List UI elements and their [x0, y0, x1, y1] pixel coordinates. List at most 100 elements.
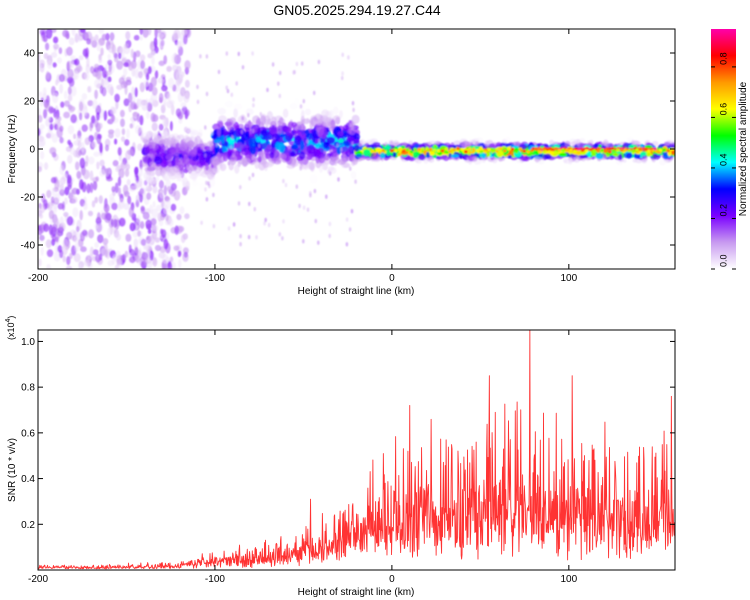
spectrogram-blob: [608, 150, 612, 154]
spectrogram-blob: [345, 242, 349, 247]
spectrogram-blob: [168, 77, 175, 89]
spectrogram-blob: [46, 189, 52, 199]
spectrogram-blob: [351, 101, 355, 106]
spectrogram-blob: [55, 79, 59, 86]
spectrogram-blob: [146, 166, 156, 172]
spectrogram-blob: [46, 201, 53, 211]
spectrogram-blob: [612, 149, 616, 153]
spectrogram-blob: [96, 222, 104, 233]
spectrogram-blob: [304, 108, 311, 116]
spectrogram-blob: [86, 38, 91, 45]
spectrogram-blob: [573, 149, 577, 153]
snr-xtick-label: 0: [389, 574, 395, 585]
spectrogram-blob: [182, 252, 189, 263]
spectrogram-blob: [138, 247, 142, 259]
spectrogram-blob: [314, 218, 318, 224]
spectrogram-blob: [134, 68, 140, 79]
spectrogram-blob: [235, 81, 238, 86]
spectrogram-blob: [51, 187, 56, 196]
spectrogram-blob: [232, 222, 236, 227]
spectrogram-blob: [161, 85, 168, 92]
spectrogram-blob: [66, 33, 70, 40]
spectrogram-blob: [312, 90, 316, 96]
spectrogram-blob: [163, 238, 169, 250]
spectrogram-blob: [177, 250, 182, 258]
spectrogram-blob: [73, 235, 78, 243]
spectrogram-blob: [412, 151, 419, 159]
spectrogram-blob: [165, 153, 173, 160]
spectrogram-blob: [66, 256, 71, 266]
spectrogram-blob: [171, 158, 176, 167]
spectrogram-blob: [342, 152, 346, 157]
spectrogram-blob: [428, 140, 437, 145]
spectrogram-blob: [126, 179, 131, 186]
spectrogram-blob: [123, 184, 129, 196]
spectrogram-blob: [237, 201, 241, 206]
spectrogram-blob: [140, 205, 145, 212]
spectrogram-blob: [94, 241, 99, 248]
spectrogram-blob: [157, 77, 165, 84]
spectrogram-blob: [91, 140, 97, 149]
spectrogram-blob: [38, 213, 44, 219]
spectrogram-blob: [472, 155, 478, 162]
spectrogram-blob: [137, 143, 143, 152]
snr-ytick-label: 0.8: [21, 383, 35, 394]
spectrogram-blob: [569, 148, 573, 152]
spectrogram-blob: [166, 185, 172, 192]
spectrogram-blob: [408, 140, 413, 144]
spectrogram-blob: [302, 99, 306, 104]
spectrogram-blob: [168, 218, 174, 227]
colorbar-tick-label: 0.6: [719, 103, 729, 116]
spectrogram-blob: [59, 164, 65, 176]
spectrogram-blob: [150, 132, 157, 138]
spectrogram-blob: [618, 153, 623, 161]
spectrogram-blob: [170, 183, 177, 191]
spectrogram-blob: [123, 98, 130, 107]
spectrogram-blob: [611, 147, 615, 151]
spectrogram-blob: [225, 85, 228, 90]
spectrogram-blob: [121, 128, 126, 136]
spectrogram-blob: [194, 135, 201, 145]
spectrogram-blob: [253, 207, 257, 212]
spectrogram-blob: [196, 99, 200, 105]
spectrogram-blob: [97, 122, 103, 130]
spectrogram-blob: [131, 95, 136, 104]
spectrogram-blob: [305, 139, 309, 144]
spectrogram-blob: [579, 138, 586, 144]
spectrogram-blob: [229, 129, 235, 137]
spectrogram-blob: [222, 144, 226, 153]
spectrogram-blob: [615, 148, 620, 152]
spectrogram-blob: [336, 143, 339, 148]
spectrogram-blob: [76, 65, 83, 73]
spectrogram-blob: [136, 113, 140, 123]
spectrogram-blob: [102, 87, 107, 97]
spectrogram-blob: [282, 153, 287, 160]
spectrogram-blob: [148, 235, 155, 246]
spectrogram-blob: [226, 118, 230, 123]
spectrogram-blob: [130, 48, 134, 59]
spectrogram-blob: [127, 149, 134, 156]
spectrogram-blob: [608, 147, 612, 151]
spectrogram-blob: [67, 94, 73, 102]
spectrogram-blob: [46, 249, 54, 258]
spectrogram-blob: [147, 29, 152, 36]
spectrogram-blob: [170, 203, 177, 212]
spectrogram-blob: [323, 119, 330, 127]
spectrogram-blob: [230, 92, 234, 98]
spectrogram-blob: [161, 168, 166, 179]
spectrogram-blob: [362, 149, 371, 157]
spectrogram-blob: [38, 166, 42, 173]
spectrogram-blob: [471, 147, 476, 151]
spectrogram-blob: [245, 157, 251, 165]
spectrogram-blob: [577, 147, 581, 151]
spectrogram-blob: [79, 178, 84, 190]
spectrogram-blob: [549, 139, 555, 146]
spectrogram-blob: [187, 140, 195, 149]
spectrogram-blob: [292, 70, 295, 75]
spectrogram-blob: [119, 109, 125, 118]
spectrogram-blob: [325, 194, 328, 199]
spectrogram-blob: [134, 125, 142, 134]
spectrogram-blob: [245, 121, 254, 128]
spectrogram-blob: [263, 147, 272, 156]
